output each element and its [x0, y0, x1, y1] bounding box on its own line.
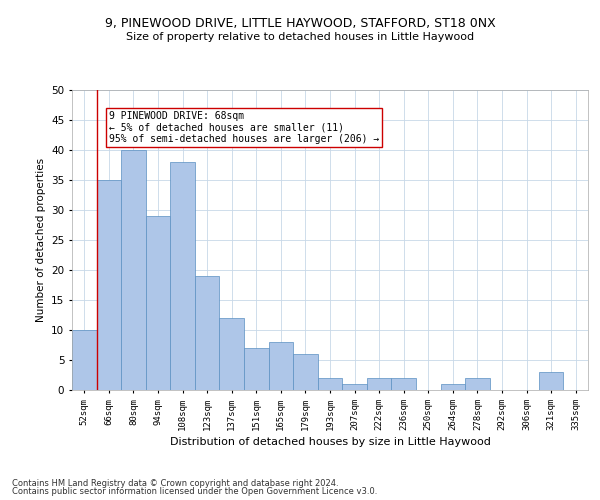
Bar — [146, 216, 170, 390]
Bar — [72, 330, 97, 390]
Bar — [269, 342, 293, 390]
Bar — [440, 384, 465, 390]
Text: 9 PINEWOOD DRIVE: 68sqm
← 5% of detached houses are smaller (11)
95% of semi-det: 9 PINEWOOD DRIVE: 68sqm ← 5% of detached… — [109, 111, 379, 144]
Bar — [220, 318, 244, 390]
Bar — [195, 276, 220, 390]
Bar — [244, 348, 269, 390]
Bar — [391, 378, 416, 390]
Bar — [367, 378, 391, 390]
Bar — [121, 150, 146, 390]
Bar — [465, 378, 490, 390]
Bar — [97, 180, 121, 390]
Bar — [318, 378, 342, 390]
Text: Contains HM Land Registry data © Crown copyright and database right 2024.: Contains HM Land Registry data © Crown c… — [12, 478, 338, 488]
Bar — [342, 384, 367, 390]
Text: Contains public sector information licensed under the Open Government Licence v3: Contains public sector information licen… — [12, 487, 377, 496]
Text: 9, PINEWOOD DRIVE, LITTLE HAYWOOD, STAFFORD, ST18 0NX: 9, PINEWOOD DRIVE, LITTLE HAYWOOD, STAFF… — [104, 18, 496, 30]
Bar — [170, 162, 195, 390]
Text: Size of property relative to detached houses in Little Haywood: Size of property relative to detached ho… — [126, 32, 474, 42]
Y-axis label: Number of detached properties: Number of detached properties — [35, 158, 46, 322]
Bar — [293, 354, 318, 390]
X-axis label: Distribution of detached houses by size in Little Haywood: Distribution of detached houses by size … — [170, 437, 490, 447]
Bar — [539, 372, 563, 390]
